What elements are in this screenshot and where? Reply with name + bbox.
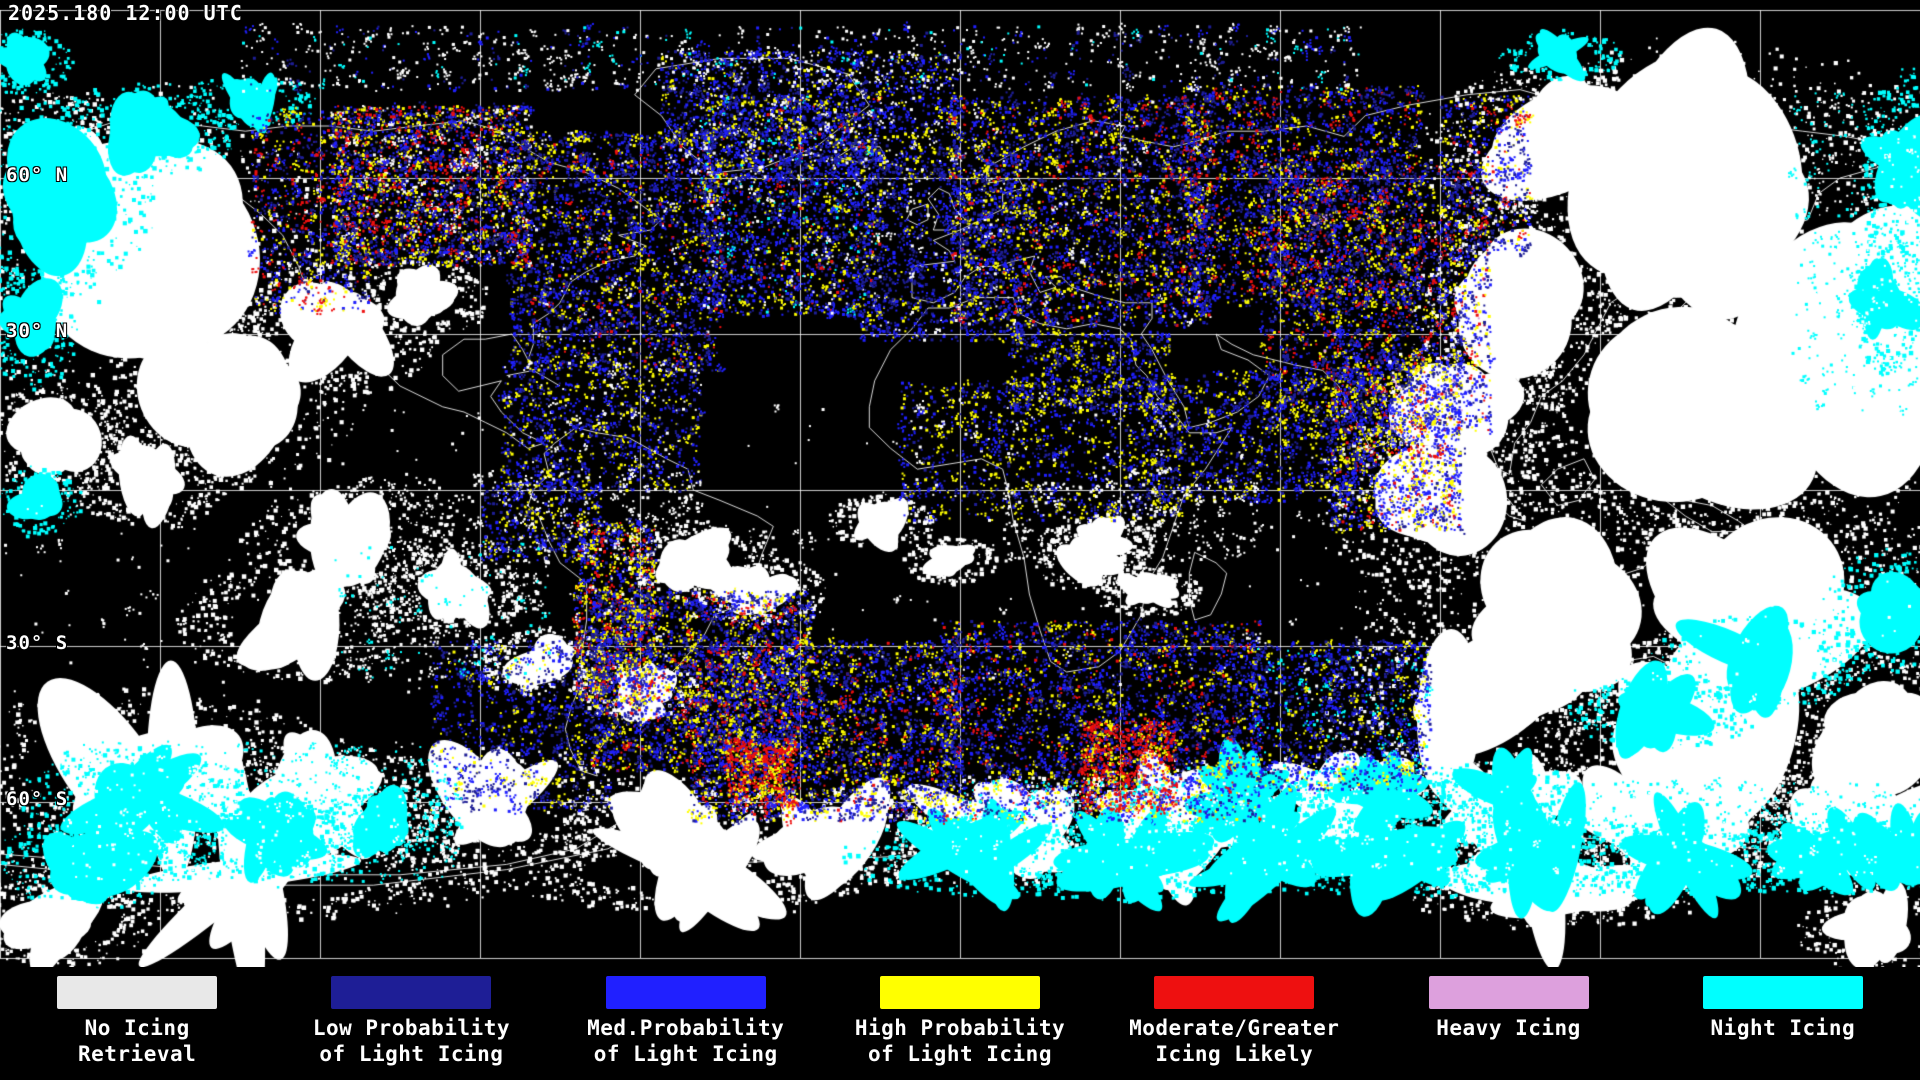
legend-swatch-moderate-greater xyxy=(1154,976,1315,1009)
legend-label-line1: Low Probability xyxy=(312,1016,510,1040)
legend-swatch-no-icing-retrieval xyxy=(57,976,218,1009)
legend-label-line2: Icing Likely xyxy=(1155,1042,1314,1066)
legend-label-line2: of Light Icing xyxy=(319,1042,504,1066)
legend-item-moderate-greater: Moderate/Greater Icing Likely xyxy=(1097,967,1371,1080)
legend-label-line1: No Icing xyxy=(84,1016,190,1040)
legend-swatch-high-probability xyxy=(879,976,1040,1009)
legend-item-low-probability: Low Probability of Light Icing xyxy=(274,967,548,1080)
legend-item-night-icing: Night Icing xyxy=(1646,967,1920,1080)
legend-label-line1: Heavy Icing xyxy=(1436,1016,1581,1040)
latitude-label-60n: 60° N xyxy=(6,164,69,186)
world-map-canvas xyxy=(0,0,1920,967)
legend-item-high-probability: High Probability of Light Icing xyxy=(823,967,1097,1080)
legend-item-med-probability: Med.Probability of Light Icing xyxy=(549,967,823,1080)
legend-swatch-low-probability xyxy=(331,976,492,1009)
legend-swatch-heavy-icing xyxy=(1428,976,1589,1009)
timestamp: 2025.180 12:00 UTC xyxy=(8,1,243,25)
latitude-label-30n: 30° N xyxy=(6,320,69,342)
latitude-label-30s: 30° S xyxy=(6,632,69,654)
legend: No Icing Retrieval Low Probability of Li… xyxy=(0,967,1920,1080)
legend-label-line2: of Light Icing xyxy=(593,1042,778,1066)
legend-item-heavy-icing: Heavy Icing xyxy=(1371,967,1645,1080)
latitude-label-60s: 60° S xyxy=(6,788,69,810)
legend-item-no-icing-retrieval: No Icing Retrieval xyxy=(0,967,274,1080)
legend-swatch-med-probability xyxy=(605,976,766,1009)
map-area: 2025.180 12:00 UTC 60° N 30° N 30° S 60°… xyxy=(0,0,1920,967)
legend-label-line1: Night Icing xyxy=(1710,1016,1856,1040)
legend-label-line1: Med.Probability xyxy=(587,1016,785,1040)
legend-label-line2: Retrieval xyxy=(77,1042,197,1066)
legend-label-line1: High Probability xyxy=(854,1016,1066,1040)
legend-label-line1: Moderate/Greater xyxy=(1129,1016,1340,1040)
legend-label-line2: of Light Icing xyxy=(867,1042,1052,1066)
legend-swatch-night-icing xyxy=(1702,976,1863,1009)
